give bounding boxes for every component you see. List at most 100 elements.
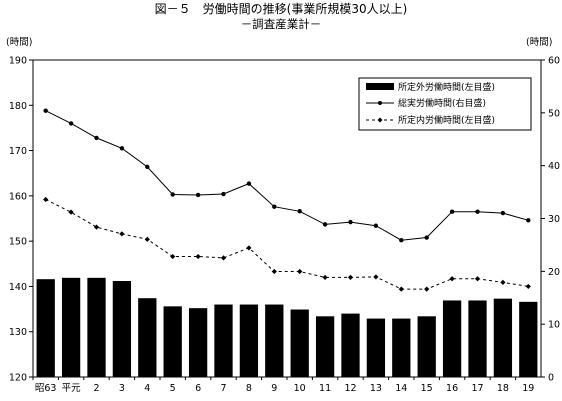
x-tick-label: 2 [93, 383, 99, 394]
scheduled-hours-point [424, 286, 430, 292]
scheduled-hours-point [170, 253, 176, 260]
total-hours-line [45, 110, 529, 241]
legend-scheduled-label: 所定内労働時間(左目盛) [398, 114, 495, 126]
scheduled-hours-point [322, 274, 328, 280]
right-axis: 0 10 20 30 40 50 60 [541, 56, 560, 384]
left-tick-label: 130 [9, 327, 27, 338]
x-tick-label: 8 [246, 383, 252, 394]
legend-scheduled-marker [377, 117, 383, 123]
overtime-bar [366, 318, 386, 377]
left-axis: 120 130 140 150 160 170 180 190 [9, 56, 33, 384]
total-hours-point [272, 204, 277, 209]
overtime-bar [519, 301, 538, 377]
overtime-bar [138, 298, 157, 377]
overtime-bar [214, 304, 233, 377]
legend: 所定外労働時間(左目盛) 総実労働時間(右目盛) 所定内労働時間(左目盛) [358, 77, 532, 131]
right-tick-label: 50 [548, 108, 560, 119]
x-tick-label: 17 [471, 383, 483, 394]
total-hours-point [145, 164, 150, 170]
total-hours-point [348, 219, 353, 225]
x-tick-label: 13 [370, 383, 382, 394]
left-tick-label: 170 [9, 146, 27, 157]
overtime-bars [36, 277, 538, 377]
total-hours-point [43, 108, 48, 113]
total-hours-point [94, 135, 99, 141]
right-tick-label: 10 [548, 320, 560, 331]
scheduled-hours-point [144, 236, 150, 242]
overtime-bar [87, 277, 106, 377]
total-hours-point [297, 209, 302, 214]
scheduled-hours-point [220, 255, 227, 261]
scheduled-hours-point [93, 224, 100, 230]
x-tick-label: 平元 [62, 383, 82, 394]
total-hours-point [246, 181, 252, 186]
overtime-bar [265, 304, 284, 377]
scheduled-hours-line [45, 199, 529, 290]
scheduled-hours-point [68, 209, 74, 215]
scheduled-hours-point [474, 276, 481, 282]
overtime-bar [468, 300, 487, 377]
right-tick-label: 0 [548, 373, 554, 384]
x-tick-label: 11 [319, 383, 331, 394]
scheduled-hours-point [347, 274, 354, 280]
x-tick-label: 14 [395, 383, 407, 394]
overtime-bar [163, 306, 182, 377]
scheduled-hours-point [43, 196, 49, 203]
left-axis-unit: (時間) [6, 37, 32, 48]
scheduled-hours-point [525, 283, 531, 290]
total-hours-point [68, 121, 74, 126]
x-axis: 昭63 平元 2 3 4 5 6 7 8 9 10 11 12 13 14 15 16 17 18 19 [32, 377, 534, 394]
scheduled-hours-point [119, 231, 125, 237]
legend-total-label: 総実労働時間(右目盛) [398, 97, 486, 109]
overtime-bar [493, 298, 513, 377]
total-hours-point [526, 218, 531, 223]
overtime-bar [392, 318, 411, 377]
overtime-bar [239, 304, 259, 377]
overtime-bar [315, 316, 335, 377]
x-tick-label: 19 [522, 383, 534, 394]
total-hours-point [170, 192, 175, 197]
x-tick-label: 3 [119, 383, 125, 394]
scheduled-hours-point [246, 245, 252, 251]
chart-subtitle: －調査産業計－ [241, 17, 322, 31]
left-tick-label: 120 [9, 373, 27, 384]
scheduled-hours-series [43, 196, 531, 292]
overtime-bar [442, 300, 462, 377]
chart-title: 図－５ 労働時間の推移(事業所規模30人以上) [155, 1, 408, 16]
x-tick-label: 5 [170, 383, 176, 394]
x-tick-label: 7 [220, 383, 226, 394]
x-tick-label: 9 [271, 383, 277, 394]
legend-bar-label: 所定外労働時間(左目盛) [398, 81, 495, 93]
x-tick-label: 15 [421, 383, 433, 394]
right-axis-unit: (時間) [526, 37, 552, 48]
left-tick-label: 160 [9, 191, 27, 202]
left-tick-label: 190 [9, 56, 27, 67]
overtime-bar [417, 316, 436, 377]
total-hours-point [119, 146, 125, 151]
scheduled-hours-point [297, 268, 303, 275]
overtime-bar [341, 313, 360, 377]
total-hours-point [221, 191, 226, 197]
scheduled-hours-point [500, 279, 506, 285]
x-tick-label: 6 [195, 383, 201, 394]
right-tick-label: 30 [548, 214, 560, 225]
overtime-bar [112, 280, 132, 377]
total-hours-point [373, 223, 379, 228]
legend-bar-swatch [366, 83, 394, 90]
scheduled-hours-point [195, 253, 201, 260]
scheduled-hours-point [373, 274, 379, 280]
total-hours-point [322, 222, 328, 227]
x-tick-label: 昭63 [35, 383, 57, 394]
left-tick-label: 140 [9, 282, 27, 293]
x-tick-label: 12 [344, 383, 356, 394]
overtime-bar [290, 309, 309, 377]
x-tick-label: 10 [294, 383, 306, 394]
total-hours-point [500, 210, 506, 216]
overtime-bar [36, 279, 55, 377]
total-hours-point [399, 238, 404, 243]
total-hours-point [449, 209, 455, 214]
right-tick-label: 40 [548, 161, 560, 172]
scheduled-hours-point [271, 268, 277, 275]
x-tick-label: 4 [144, 383, 150, 394]
